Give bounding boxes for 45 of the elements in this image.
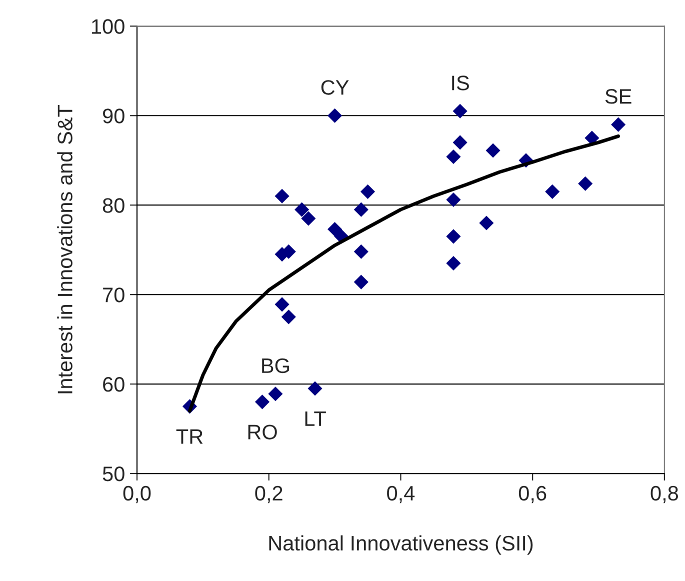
point	[452, 135, 468, 150]
point	[274, 297, 290, 312]
annotation: RO	[248, 424, 277, 440]
x-tick-label: 0,4	[387, 486, 415, 504]
x-tick-label: 0,2	[255, 486, 282, 504]
annotation: TR	[176, 429, 203, 444]
point	[578, 176, 593, 191]
y-tick-label: 60	[103, 377, 124, 392]
point	[294, 202, 310, 217]
annotation: BG	[262, 358, 289, 374]
point	[354, 274, 368, 290]
annotation: CY	[321, 80, 349, 95]
point	[446, 192, 461, 208]
point	[486, 143, 500, 158]
point	[360, 184, 376, 199]
point	[274, 188, 290, 204]
point	[254, 394, 270, 410]
point	[446, 256, 461, 271]
point	[452, 104, 468, 118]
annotation: LT	[305, 412, 326, 426]
y-tick-label: 50	[102, 466, 124, 482]
x-axis-title: National Innovativeness (SII)	[269, 535, 533, 555]
point	[281, 310, 296, 324]
point	[328, 108, 342, 123]
y-tick-label: 70	[103, 288, 124, 302]
point	[354, 202, 368, 217]
point	[446, 149, 461, 164]
point	[446, 229, 461, 244]
y-tick-label: 90	[103, 108, 124, 124]
y-tick-label: 80	[102, 198, 124, 213]
x-tick-label: 0,6	[518, 486, 546, 504]
annotation: IS	[452, 76, 469, 90]
x-tick-label: 0,8	[650, 486, 678, 504]
y-axis-title: Interest in Innovations and S&T	[57, 104, 72, 394]
point	[268, 386, 283, 402]
x-tick-label: 0,0	[123, 486, 151, 504]
point	[545, 184, 560, 199]
annotation: SE	[605, 89, 632, 104]
point	[328, 222, 342, 237]
point	[308, 381, 322, 396]
y-tick-label: 100	[92, 19, 124, 34]
point	[354, 244, 368, 259]
point	[611, 117, 626, 132]
point	[301, 211, 316, 226]
point	[479, 216, 494, 230]
